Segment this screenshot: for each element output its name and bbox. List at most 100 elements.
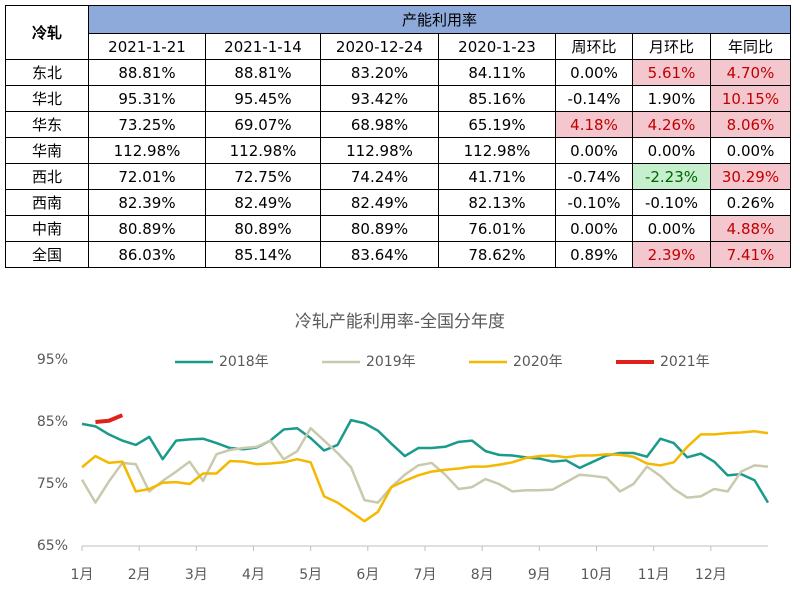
legend-label: 2021年 <box>660 354 710 370</box>
y-tick-label: 75% <box>37 476 68 492</box>
region-cell: 全国 <box>5 241 89 268</box>
region-cell: 华北 <box>5 85 89 112</box>
data-row: 华北 95.31% 95.45% 93.42% 85.16% -0.14% 1.90% 10.… <box>5 85 791 112</box>
region-cell: 西北 <box>5 163 89 190</box>
data-row: 西南 82.39% 82.49% 82.49% 82.13% -0.10% -0.10% 0.… <box>5 189 791 216</box>
value-cell: 30.29% <box>710 163 791 190</box>
x-tick-label: 10月 <box>581 567 613 583</box>
value-cell: 0.00% <box>632 137 711 164</box>
value-cell: 76.01% <box>438 215 556 242</box>
value-cell: 82.13% <box>438 189 556 216</box>
value-cell: -0.10% <box>555 189 633 216</box>
series-line <box>95 413 124 424</box>
value-cell: 84.11% <box>438 59 556 86</box>
value-cell: 85.14% <box>205 241 321 268</box>
data-row: 中南 80.89% 80.89% 80.89% 76.01% 0.00% 0.00% 4.88… <box>5 215 791 242</box>
x-tick-label: 12月 <box>695 567 727 583</box>
value-cell: 0.00% <box>632 215 711 242</box>
x-tick-label: 8月 <box>471 567 494 583</box>
value-cell: 88.81% <box>88 59 206 86</box>
x-tick-label: 1月 <box>71 567 94 583</box>
column-header: 2020-1-23 <box>438 33 556 60</box>
value-cell: 0.00% <box>555 215 633 242</box>
capacity-table: 冷轧 产能利用率 2021-1-21 2021-1-14 2020-12-24 202… <box>5 5 791 268</box>
value-cell: 73.25% <box>88 111 206 138</box>
value-cell: 0.00% <box>555 59 633 86</box>
value-cell: 95.31% <box>88 85 206 112</box>
value-cell: -0.14% <box>555 85 633 112</box>
header-row: 2021-1-21 2021-1-14 2020-12-24 2020-1-23 周环比… <box>6 33 791 60</box>
value-cell: 5.61% <box>632 59 711 86</box>
value-cell: 7.41% <box>710 241 791 268</box>
region-cell: 华南 <box>5 137 89 164</box>
group-header: 产能利用率 <box>88 5 791 34</box>
value-cell: 68.98% <box>320 111 439 138</box>
series-line <box>81 418 770 504</box>
column-header: 2020-12-24 <box>320 33 439 60</box>
value-cell: 0.00% <box>710 137 791 164</box>
value-cell: 10.15% <box>710 85 791 112</box>
chart-title: 冷轧产能利用率-全国分年度 <box>295 312 505 332</box>
value-cell: 0.89% <box>555 241 633 268</box>
region-cell: 中南 <box>5 215 89 242</box>
legend-label: 2018年 <box>219 354 269 370</box>
value-cell: 69.07% <box>205 111 321 138</box>
value-cell: 112.98% <box>205 137 321 164</box>
value-cell: 86.03% <box>88 241 206 268</box>
x-tick-label: 4月 <box>242 567 265 583</box>
value-cell: 88.81% <box>205 59 321 86</box>
value-cell: 1.90% <box>632 85 711 112</box>
data-row: 华东 73.25% 69.07% 68.98% 65.19% 4.18% 4.26% 8.06… <box>5 111 791 138</box>
x-tick-label: 6月 <box>356 567 379 583</box>
region-cell: 华东 <box>5 111 89 138</box>
value-cell: -2.23% <box>632 163 711 190</box>
y-tick-label: 95% <box>37 352 68 368</box>
column-header: 年同比 <box>710 33 791 60</box>
column-header: 月环比 <box>632 33 711 60</box>
value-cell: 8.06% <box>710 111 791 138</box>
value-cell: 80.89% <box>320 215 439 242</box>
value-cell: 74.24% <box>320 163 439 190</box>
data-row: 全国 86.03% 85.14% 83.64% 78.62% 0.89% 2.39% 7.41… <box>5 241 791 268</box>
x-tick-label: 11月 <box>638 567 670 583</box>
x-tick-label: 9月 <box>528 567 551 583</box>
x-tick-label: 2月 <box>128 567 151 583</box>
region-cell: 西南 <box>5 189 89 216</box>
value-cell: -0.74% <box>555 163 633 190</box>
x-tick-label: 5月 <box>299 567 322 583</box>
value-cell: 72.01% <box>88 163 206 190</box>
value-cell: -0.10% <box>632 189 711 216</box>
x-tick-label: 3月 <box>185 567 208 583</box>
value-cell: 65.19% <box>438 111 556 138</box>
x-tick-label: 7月 <box>414 567 437 583</box>
series-line <box>81 430 769 523</box>
table-body: 冷轧 产能利用率 2021-1-21 2021-1-14 2020-12-24 202… <box>5 5 791 268</box>
value-cell: 112.98% <box>438 137 556 164</box>
value-cell: 0.00% <box>555 137 633 164</box>
column-header: 周环比 <box>555 33 633 60</box>
region-cell: 东北 <box>5 59 89 86</box>
series-line <box>80 426 769 504</box>
value-cell: 41.71% <box>438 163 556 190</box>
value-cell: 72.75% <box>205 163 321 190</box>
header-row: 冷轧 产能利用率 <box>5 5 791 60</box>
value-cell: 2.39% <box>632 241 711 268</box>
value-cell: 80.89% <box>205 215 321 242</box>
value-cell: 4.18% <box>555 111 633 138</box>
legend-label: 2019年 <box>366 354 416 370</box>
column-header: 2021-1-14 <box>205 33 321 60</box>
value-cell: 4.26% <box>632 111 711 138</box>
value-cell: 83.64% <box>320 241 439 268</box>
value-cell: 95.45% <box>205 85 321 112</box>
legend-label: 2020年 <box>513 354 563 370</box>
data-row: 华南 112.98% 112.98% 112.98% 112.98% 0.00% 0.00%… <box>5 137 791 164</box>
value-cell: 80.89% <box>88 215 206 242</box>
column-header: 2021-1-21 <box>88 33 206 60</box>
value-cell: 82.49% <box>320 189 439 216</box>
value-cell: 4.88% <box>710 215 791 242</box>
value-cell: 112.98% <box>320 137 439 164</box>
value-cell: 112.98% <box>88 137 206 164</box>
value-cell: 4.70% <box>710 59 791 86</box>
value-cell: 82.39% <box>88 189 206 216</box>
